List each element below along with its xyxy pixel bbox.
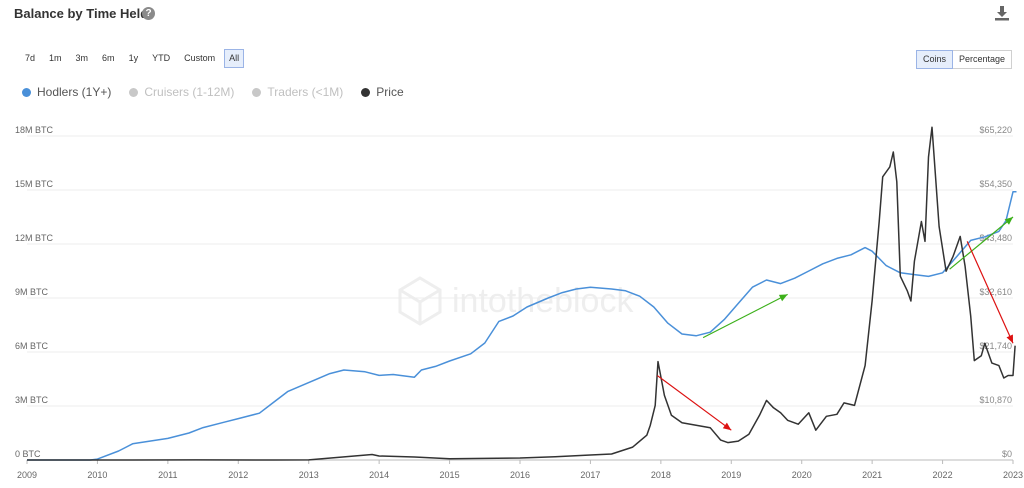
y-left-tick-label: 6M BTC (15, 341, 49, 351)
y-left-tick-label: 9M BTC (15, 287, 49, 297)
arrowhead-icon (1004, 217, 1013, 225)
legend-dot-icon (22, 87, 31, 97)
x-tick-label: 2018 (651, 470, 671, 480)
arrowhead-icon (778, 294, 788, 302)
chart-legend: Hodlers (1Y+) Cruisers (1-12M) Traders (… (22, 85, 404, 99)
watermark-logo: intotheblock (398, 276, 634, 326)
x-tick-label: 2014 (369, 470, 389, 480)
unit-toggle: Coins Percentage (916, 50, 1013, 69)
range-6m-button[interactable]: 6m (102, 53, 115, 63)
annotation-arrow (966, 241, 1014, 344)
legend-item-cruisers[interactable]: Cruisers (1-12M) (129, 85, 234, 99)
legend-item-traders[interactable]: Traders (<1M) (252, 85, 343, 99)
range-1m-button[interactable]: 1m (49, 53, 62, 63)
range-ytd-button[interactable]: YTD (152, 53, 171, 63)
y-right-tick-label: $43,480 (979, 233, 1012, 243)
legend-label: Traders (<1M) (267, 85, 344, 99)
y-left-tick-label: 3M BTC (15, 395, 49, 405)
x-tick-label: 2017 (580, 470, 600, 480)
y-right-tick-label: $65,220 (979, 125, 1012, 135)
arrowhead-icon (1006, 334, 1013, 344)
x-tick-label: 2009 (17, 470, 37, 480)
series-line-hodlers (27, 191, 1017, 461)
annotation-arrow (656, 375, 732, 431)
download-icon[interactable] (994, 5, 1010, 21)
x-tick-label: 2012 (228, 470, 248, 480)
watermark-text: intotheblock (452, 282, 634, 320)
arrowhead-icon (722, 422, 732, 431)
legend-item-hodlers[interactable]: Hodlers (1Y+) (22, 85, 111, 99)
help-icon[interactable]: ? (142, 7, 155, 20)
y-left-tick-label: 0 BTC (15, 449, 41, 459)
series-line-price (27, 126, 1016, 461)
range-1y-button[interactable]: 1y (128, 53, 139, 63)
legend-label: Hodlers (1Y+) (37, 85, 112, 99)
x-tick-label: 2015 (440, 470, 460, 480)
x-tick-label: 2011 (158, 470, 177, 480)
y-right-tick-label: $10,870 (979, 395, 1012, 405)
x-tick-label: 2022 (933, 470, 953, 480)
annotation-arrow (702, 293, 788, 339)
x-tick-label: 2010 (87, 470, 107, 480)
y-right-tick-label: $32,610 (979, 287, 1012, 297)
chart-title: Balance by Time Held (14, 6, 149, 21)
x-tick-label: 2019 (721, 470, 741, 480)
y-left-tick-label: 18M BTC (15, 125, 54, 135)
unit-percentage-button[interactable]: Percentage (959, 54, 1006, 64)
y-right-tick-label: $21,740 (979, 341, 1012, 351)
legend-dot-icon (252, 87, 262, 97)
y-left-tick-label: 12M BTC (15, 233, 54, 243)
legend-dot-icon (129, 87, 139, 97)
annotation-arrow (949, 216, 1014, 270)
legend-dot-icon (361, 87, 371, 97)
unit-coins-button[interactable]: Coins (916, 50, 954, 69)
x-tick-label: 2020 (792, 470, 812, 480)
time-range-selector: 7d 1m 3m 6m 1y YTD Custom All (20, 49, 245, 68)
range-7d-button[interactable]: 7d (25, 53, 36, 63)
x-tick-label: 2013 (299, 470, 319, 480)
x-tick-label: 2016 (510, 470, 530, 480)
range-custom-button[interactable]: Custom (184, 53, 216, 63)
y-right-tick-label: $54,350 (979, 179, 1012, 189)
y-right-tick-label: $0 (1002, 449, 1012, 459)
range-all-button[interactable]: All (224, 49, 245, 68)
legend-label: Price (376, 85, 404, 99)
legend-item-price[interactable]: Price (361, 85, 404, 99)
x-tick-label: 2023 (1003, 470, 1023, 480)
y-left-tick-label: 15M BTC (15, 179, 54, 189)
range-3m-button[interactable]: 3m (75, 53, 89, 63)
legend-label: Cruisers (1-12M) (144, 85, 235, 99)
x-tick-label: 2021 (862, 470, 882, 480)
